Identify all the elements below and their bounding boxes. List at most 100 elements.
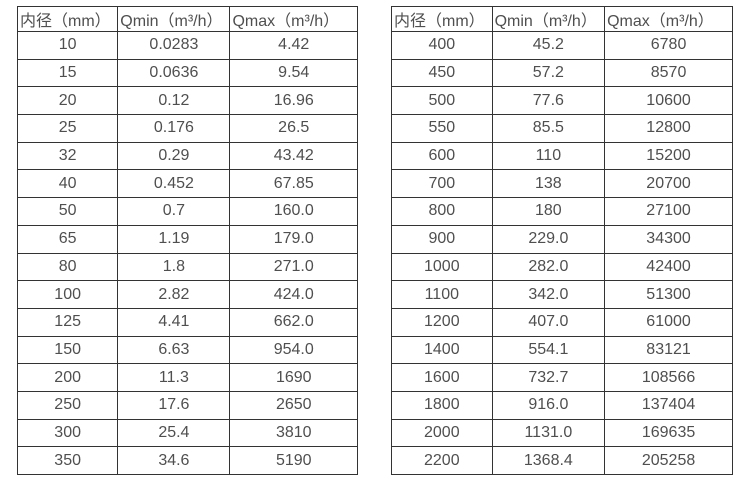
table-cell: 350 <box>16 446 119 475</box>
table-cell: 108566 <box>604 363 733 392</box>
table-cell: 300 <box>16 418 119 448</box>
table-cell: 16.96 <box>229 86 358 116</box>
table-row: 700 138 20700 <box>391 169 733 199</box>
table-cell: 250 <box>16 390 119 420</box>
table-row: 32 0.29 43.42 <box>16 141 358 171</box>
table-cell: 12800 <box>604 114 733 143</box>
table-cell: 10 <box>16 31 119 60</box>
table-cell: 0.7 <box>117 197 231 226</box>
header-row: 内径（mm） Qmin（m³/h） Qmax（m³/h） <box>16 6 358 32</box>
table-cell: 6780 <box>604 31 733 60</box>
table-cell: 407.0 <box>491 307 606 337</box>
table-cell: 2.82 <box>117 280 231 309</box>
table-cell: 179.0 <box>229 224 358 254</box>
table-cell: 2200 <box>391 446 493 475</box>
table-cell: 954.0 <box>229 335 358 365</box>
table-cell: 229.0 <box>491 224 606 254</box>
table-cell: 5190 <box>229 446 358 475</box>
table-cell: 180 <box>491 197 606 226</box>
table-cell: 1.8 <box>117 252 231 282</box>
table-cell: 10600 <box>604 86 733 116</box>
table-row: 500 77.6 10600 <box>391 86 733 116</box>
table-row: 1200 407.0 61000 <box>391 307 733 337</box>
table-row: 250 17.6 2650 <box>16 390 358 420</box>
column-header: 内径（mm） <box>16 6 119 32</box>
column-header: Qmax（m³/h） <box>604 6 733 32</box>
table-cell: 500 <box>391 86 493 116</box>
column-header: Qmax（m³/h） <box>229 6 358 32</box>
table-row: 1400 554.1 83121 <box>391 335 733 365</box>
table-row: 10 0.0283 4.42 <box>16 31 358 60</box>
table-cell: 3810 <box>229 418 358 448</box>
table-row: 65 1.19 179.0 <box>16 224 358 254</box>
table-cell: 0.176 <box>117 114 231 143</box>
table-cell: 32 <box>16 141 119 171</box>
table-cell: 34300 <box>604 224 733 254</box>
table-cell: 45.2 <box>491 31 606 60</box>
table-cell: 15 <box>16 58 119 88</box>
table-cell: 11.3 <box>117 363 231 392</box>
table-cell: 4.41 <box>117 307 231 337</box>
table-cell: 42400 <box>604 252 733 282</box>
table-row: 450 57.2 8570 <box>391 58 733 88</box>
table-cell: 80 <box>16 252 119 282</box>
table-cell: 1100 <box>391 280 493 309</box>
table-row: 50 0.7 160.0 <box>16 197 358 226</box>
table-cell: 1690 <box>229 363 358 392</box>
table-cell: 6.63 <box>117 335 231 365</box>
table-cell: 67.85 <box>229 169 358 199</box>
table-cell: 600 <box>391 141 493 171</box>
table-cell: 83121 <box>604 335 733 365</box>
table-cell: 160.0 <box>229 197 358 226</box>
table-row: 2200 1368.4 205258 <box>391 446 733 475</box>
table-row: 200 11.3 1690 <box>16 363 358 392</box>
table-row: 800 180 27100 <box>391 197 733 226</box>
table-row: 1800 916.0 137404 <box>391 390 733 420</box>
table-cell: 1131.0 <box>491 418 606 448</box>
table-cell: 1600 <box>391 363 493 392</box>
table-cell: 15200 <box>604 141 733 171</box>
table-cell: 342.0 <box>491 280 606 309</box>
table-cell: 57.2 <box>491 58 606 88</box>
table-cell: 200 <box>16 363 119 392</box>
table-row: 300 25.4 3810 <box>16 418 358 448</box>
table-row: 600 110 15200 <box>391 141 733 171</box>
table-cell: 26.5 <box>229 114 358 143</box>
table-cell: 27100 <box>604 197 733 226</box>
table-cell: 40 <box>16 169 119 199</box>
table-cell: 2000 <box>391 418 493 448</box>
table-cell: 0.0636 <box>117 58 231 88</box>
table-cell: 1800 <box>391 390 493 420</box>
table-cell: 138 <box>491 169 606 199</box>
table-row: 25 0.176 26.5 <box>16 114 358 143</box>
table-cell: 700 <box>391 169 493 199</box>
table-cell: 25 <box>16 114 119 143</box>
table-cell: 43.42 <box>229 141 358 171</box>
table-cell: 65 <box>16 224 119 254</box>
table-cell: 1200 <box>391 307 493 337</box>
column-header: Qmin（m³/h） <box>491 6 606 32</box>
table-row: 1100 342.0 51300 <box>391 280 733 309</box>
table-cell: 205258 <box>604 446 733 475</box>
table-cell: 0.29 <box>117 141 231 171</box>
table-cell: 282.0 <box>491 252 606 282</box>
table-cell: 916.0 <box>491 390 606 420</box>
table-row: 40 0.452 67.85 <box>16 169 358 199</box>
small-diameter-flow-table: 内径（mm） Qmin（m³/h） Qmax（m³/h） 10 0.0283 4.42 1… <box>16 6 358 475</box>
table-cell: 85.5 <box>491 114 606 143</box>
table-cell: 2650 <box>229 390 358 420</box>
table-row: 1600 732.7 108566 <box>391 363 733 392</box>
table-row: 350 34.6 5190 <box>16 446 358 475</box>
table-cell: 137404 <box>604 390 733 420</box>
table-cell: 110 <box>491 141 606 171</box>
table-cell: 271.0 <box>229 252 358 282</box>
table-cell: 61000 <box>604 307 733 337</box>
table-row: 20 0.12 16.96 <box>16 86 358 116</box>
table-row: 1000 282.0 42400 <box>391 252 733 282</box>
table-cell: 77.6 <box>491 86 606 116</box>
table-cell: 25.4 <box>117 418 231 448</box>
table-cell: 1.19 <box>117 224 231 254</box>
table-cell: 0.452 <box>117 169 231 199</box>
table-cell: 100 <box>16 280 119 309</box>
table-cell: 732.7 <box>491 363 606 392</box>
